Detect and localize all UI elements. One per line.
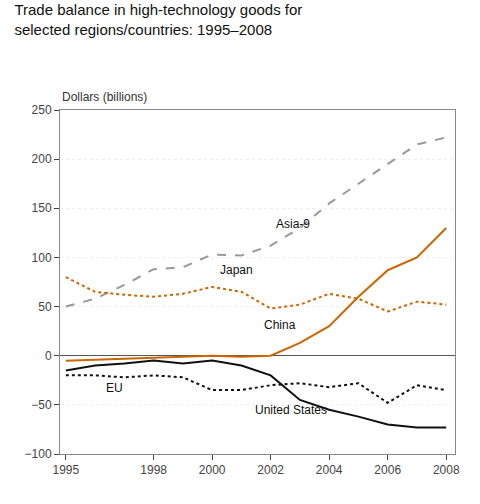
- svg-text:2006: 2006: [374, 463, 401, 477]
- svg-text:2000: 2000: [199, 463, 226, 477]
- svg-text:1998: 1998: [140, 463, 167, 477]
- svg-text:−50: −50: [31, 398, 52, 412]
- svg-text:Japan: Japan: [220, 263, 253, 277]
- svg-text:100: 100: [32, 251, 52, 265]
- svg-text:50: 50: [38, 300, 52, 314]
- svg-text:United States: United States: [255, 403, 327, 417]
- svg-text:2002: 2002: [257, 463, 284, 477]
- svg-text:EU: EU: [106, 381, 123, 395]
- svg-text:1995: 1995: [52, 463, 79, 477]
- svg-text:200: 200: [32, 152, 52, 166]
- svg-text:2004: 2004: [316, 463, 343, 477]
- svg-text:250: 250: [32, 103, 52, 117]
- svg-text:Asia-9: Asia-9: [276, 217, 310, 231]
- svg-text:Dollars (billions): Dollars (billions): [62, 90, 147, 104]
- svg-text:2008: 2008: [433, 463, 460, 477]
- svg-text:−100: −100: [25, 447, 52, 461]
- svg-text:0: 0: [45, 349, 52, 363]
- svg-text:China: China: [264, 318, 296, 332]
- svg-text:Trade balance in high-technolo: Trade balance in high-technology goods f…: [14, 1, 302, 38]
- svg-text:150: 150: [32, 201, 52, 215]
